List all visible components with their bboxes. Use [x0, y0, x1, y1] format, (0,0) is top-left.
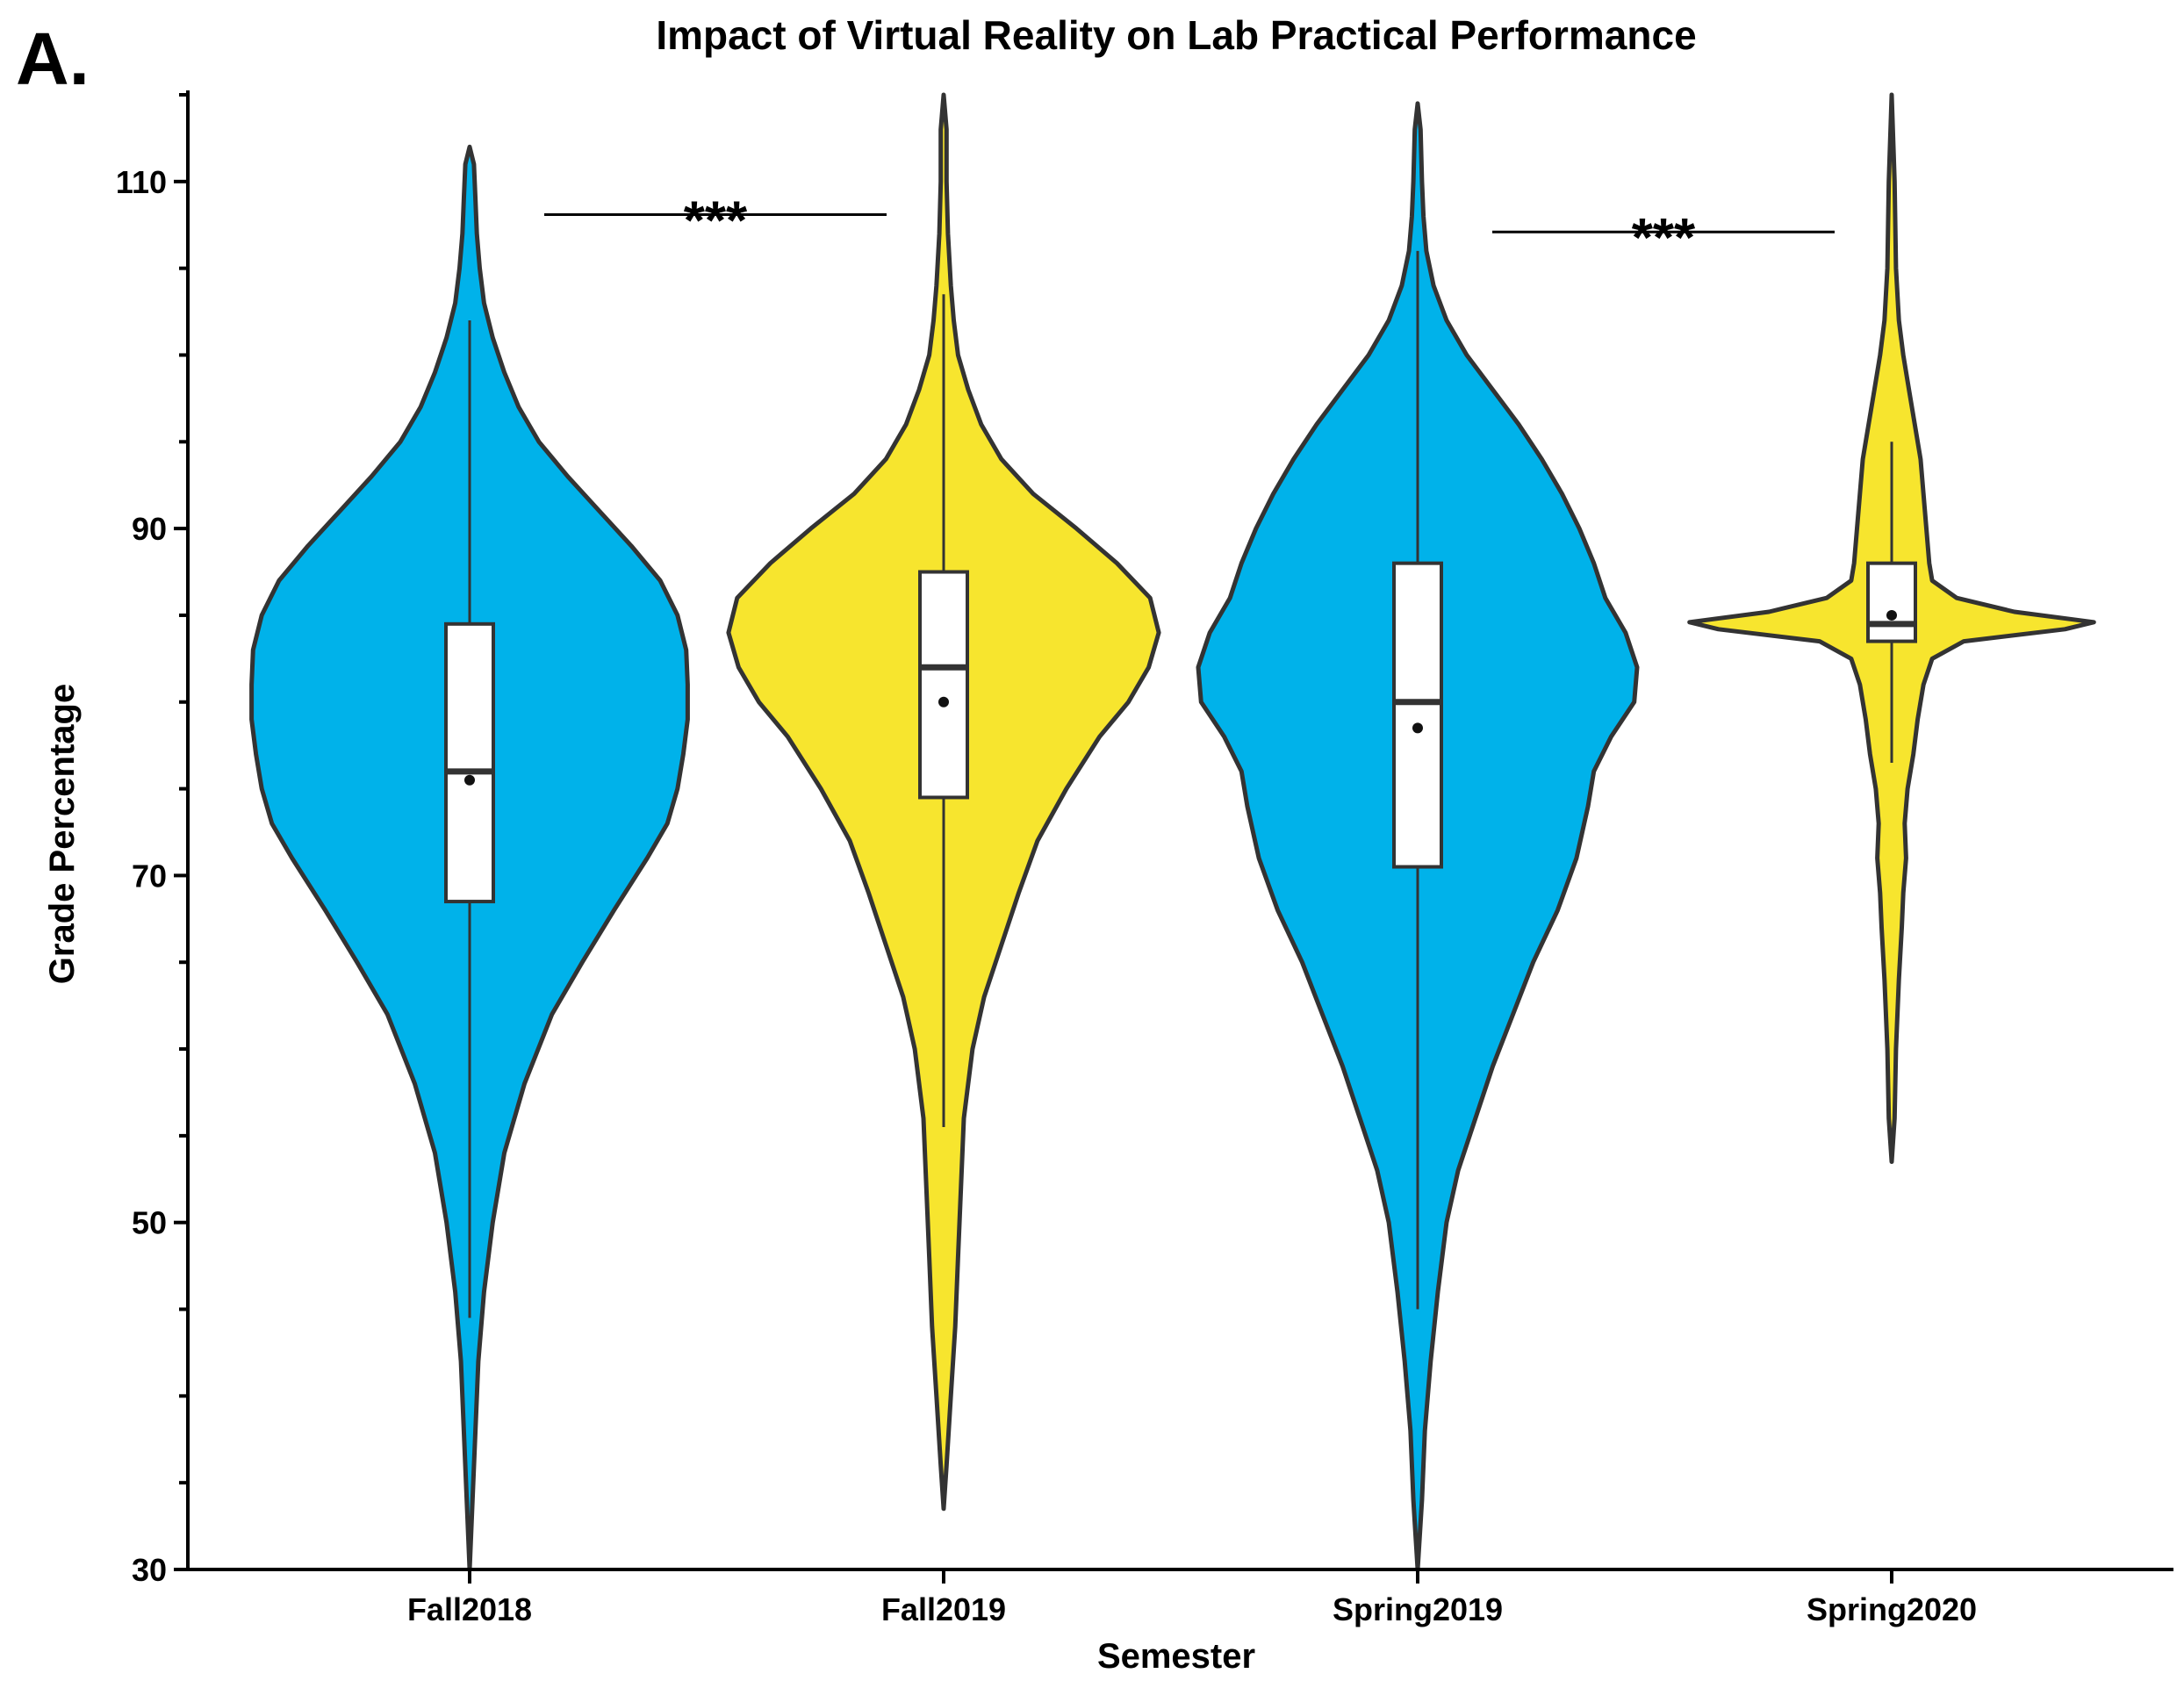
x-tick-label-fall2019: Fall2019 — [881, 1591, 1006, 1627]
y-tick-label: 30 — [132, 1552, 167, 1588]
panel-label: A. — [16, 18, 90, 100]
box-spring2020 — [1866, 561, 1917, 643]
box-spring2019 — [1392, 561, 1443, 869]
y-tick-label: 90 — [132, 511, 167, 547]
y-axis-label: Grade Percentage — [43, 684, 82, 984]
y-tick-label: 70 — [132, 858, 167, 894]
x-tick-label-spring2020: Spring2020 — [1807, 1591, 1977, 1627]
mean-fall2018 — [464, 774, 475, 786]
plot-area: 30 50 70 90 110 Fall2018 Fall2019 Spring2019 Spr… — [116, 90, 2173, 1627]
significance-label: *** — [684, 190, 748, 251]
mean-spring2020 — [1886, 609, 1897, 621]
mean-spring2019 — [1412, 722, 1423, 734]
y-tick-label: 50 — [132, 1205, 167, 1241]
mean-fall2019 — [938, 696, 949, 707]
x-tick-label-spring2019: Spring2019 — [1333, 1591, 1503, 1627]
significance-label: *** — [1632, 208, 1696, 269]
y-tick-label: 110 — [116, 164, 167, 200]
chart-title: Impact of Virtual Reality on Lab Practic… — [656, 12, 1696, 58]
x-axis-label: Semester — [1097, 1637, 1255, 1676]
box-fall2019 — [918, 570, 969, 800]
x-tick-label-fall2018: Fall2018 — [407, 1591, 532, 1627]
box-fall2018 — [444, 621, 495, 904]
